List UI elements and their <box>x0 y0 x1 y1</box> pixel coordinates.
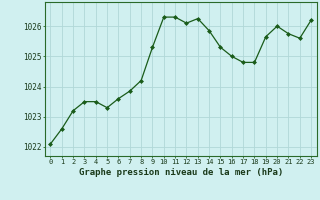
X-axis label: Graphe pression niveau de la mer (hPa): Graphe pression niveau de la mer (hPa) <box>79 168 283 177</box>
